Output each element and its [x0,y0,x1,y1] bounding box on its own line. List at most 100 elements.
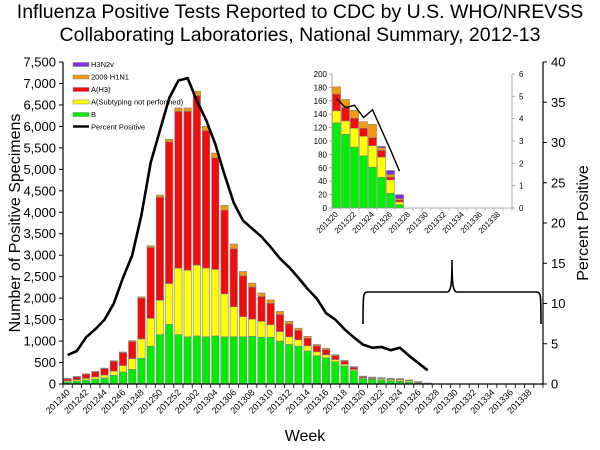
bar-segment-b [165,324,174,385]
inset-bar-segment-2009-h1n1 [386,174,395,178]
y-tick-label: 0 [49,377,56,392]
legend: H3N2v 2009 H1N1 A(H3) A(Subtyping not perfo… [72,60,184,132]
bar-segment-b [285,344,294,385]
bar-segment-a-subtyping-not-performed- [155,299,164,335]
bar-segment-a-subtyping-not-performed- [146,318,155,347]
inset-bar-segment-a-h3- [368,137,377,146]
inset-bar-segment-a-subtyping-not-performed- [350,128,359,148]
y2-tick-label: 40 [551,55,565,70]
bar-segment-2009-h1n1 [137,296,146,299]
bar-segment-b [340,365,349,385]
bar-segment-a-h3- [340,360,349,365]
inset-y2-tick-label: 1 [519,182,524,191]
inset-y-tick-label: 160 [314,97,328,106]
inset-bar-segment-h3n2v [377,146,386,148]
bar-segment-2009-h1n1 [155,194,164,198]
inset-bar-segment-a-subtyping-not-performed- [386,179,395,194]
legend-label: A(Subtyping not performed) [91,98,184,107]
chart-title-line-2: Collaborating Laboratories, National Sum… [59,24,541,46]
bar-segment-b [294,345,303,385]
bar-segment-2009-h1n1 [248,282,257,288]
bar-segment-b [128,369,137,385]
bar-segment-b [174,334,183,385]
bar-segment-a-h3- [275,314,284,332]
bar-segment-a-subtyping-not-performed- [128,358,137,370]
bar-segment-2009-h1n1 [395,378,404,380]
legend-swatch-2009-h1n1 [72,74,90,80]
y-tick-label: 4,000 [23,205,56,220]
legend-swatch-a-subtyping-not-performed- [72,99,90,105]
bar-segment-a-h3- [220,209,229,295]
inset-bar-segment-b [395,204,404,209]
bar-segment-a-h3- [312,345,321,353]
bar-segment-a-subtyping-not-performed- [248,318,257,337]
bar-segment-a-h3- [257,296,266,322]
bar-segment-b [368,378,377,385]
inset-bar-segment-b [350,146,359,209]
inset-bar-segment-b [386,193,395,209]
bar-segment-a-h3- [266,302,275,326]
inset-bar-segment-2009-h1n1 [350,109,359,119]
bar-segment-a-h3- [322,349,331,356]
inset-bar-segment-h3n2v [386,170,395,175]
bar-segment-a-h3- [100,368,109,376]
inset-bar-segment-a-h3- [377,150,386,158]
bar-segment-2009-h1n1 [146,245,155,248]
bar-segment-a-h3- [183,111,192,271]
bar-segment-2009-h1n1 [174,107,183,112]
bar-segment-a-subtyping-not-performed- [165,283,174,325]
bar-segment-a-subtyping-not-performed- [229,306,238,338]
inset-y2-tick-label: 0 [519,204,524,213]
bar-segment-a-h3- [229,248,238,308]
bar-segment-a-subtyping-not-performed- [220,293,229,338]
bar-segment-b [312,355,321,385]
bar-segment-a-h3- [91,371,100,378]
y-tick-label: 6,500 [23,97,56,112]
bar-segment-b [91,378,100,385]
y-tick-label: 5,500 [23,140,56,155]
bar-segment-b [266,336,275,385]
bar-segment-a-h3- [285,323,294,338]
y2-tick-label: 0 [551,377,558,392]
y2-tick-label: 30 [551,135,565,150]
legend-swatch-h3n2v [72,62,90,67]
inset-bar-segment-a-h3- [359,128,368,137]
main-percent-line [67,76,429,372]
bar-segment-a-h3- [146,247,155,319]
bar-segment-2009-h1n1 [331,354,340,356]
inset-background [332,74,512,208]
bar-segment-b [137,357,146,385]
inset-bar-segment-a-h3- [341,107,350,122]
inset-bar-segment-a-h3- [332,93,341,112]
bar-segment-2009-h1n1 [349,366,358,368]
bar-segment-a-subtyping-not-performed- [192,264,201,337]
y2-tick-label: 20 [551,216,565,231]
inset-y-tick-label: 0 [323,204,328,213]
bar-segment-a-subtyping-not-performed- [285,336,294,345]
bar-segment-a-subtyping-not-performed- [294,339,303,347]
inset-y-tick-label: 60 [318,164,327,173]
y2-axis-title: Percent Positive [575,165,592,281]
bar-segment-b [257,336,266,385]
bar-segment-a-subtyping-not-performed- [275,331,284,342]
bar-segment-b [220,336,229,385]
inset-bar-segment-b [377,176,386,209]
inset-bar-segment-b [368,166,377,209]
legend-label: 2009 H1N1 [91,73,129,82]
bar-segment-2009-h1n1 [285,321,294,325]
y-tick-label: 7,000 [23,76,56,91]
inset-bar-segment-b [332,122,341,209]
bar-segment-a-h3- [155,196,164,301]
inset-y-tick-label: 80 [318,150,327,159]
bar-segment-a-h3- [109,360,118,372]
chart-title-line-1: Influenza Positive Tests Reported to CDC… [16,1,584,23]
bar-segment-2009-h1n1 [340,360,349,362]
inset-bar-segment-a-subtyping-not-performed- [332,110,341,124]
bar-segment-b [322,357,331,385]
bar-segment-b [248,336,257,385]
inset-y-tick-label: 140 [314,110,328,119]
inset-percent-positive-line [336,98,401,172]
bar-segment-b [202,336,211,385]
bar-segment-2009-h1n1 [183,107,192,112]
